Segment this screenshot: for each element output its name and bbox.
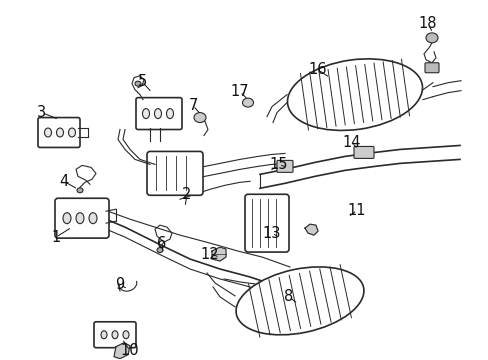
FancyBboxPatch shape xyxy=(244,194,288,252)
Ellipse shape xyxy=(89,213,97,224)
Ellipse shape xyxy=(287,59,422,130)
FancyBboxPatch shape xyxy=(147,152,203,195)
Text: 15: 15 xyxy=(269,157,287,172)
FancyBboxPatch shape xyxy=(55,198,109,238)
Text: 12: 12 xyxy=(200,247,219,262)
Ellipse shape xyxy=(101,331,107,339)
Text: 14: 14 xyxy=(342,135,361,150)
FancyBboxPatch shape xyxy=(353,147,373,158)
Ellipse shape xyxy=(154,109,161,118)
Ellipse shape xyxy=(63,213,71,224)
Text: 3: 3 xyxy=(38,105,46,120)
Ellipse shape xyxy=(135,81,141,86)
Ellipse shape xyxy=(142,109,149,118)
FancyBboxPatch shape xyxy=(276,161,292,172)
Ellipse shape xyxy=(112,331,118,339)
Text: 7: 7 xyxy=(188,98,197,113)
FancyBboxPatch shape xyxy=(136,98,182,130)
FancyBboxPatch shape xyxy=(94,322,136,348)
Ellipse shape xyxy=(425,33,437,43)
Text: 5: 5 xyxy=(137,74,146,89)
Ellipse shape xyxy=(123,331,129,339)
Text: 2: 2 xyxy=(182,187,191,202)
FancyBboxPatch shape xyxy=(38,118,80,148)
Text: 9: 9 xyxy=(115,278,124,292)
Ellipse shape xyxy=(166,109,173,118)
Polygon shape xyxy=(305,224,317,235)
Ellipse shape xyxy=(236,267,363,335)
Polygon shape xyxy=(212,247,225,261)
Ellipse shape xyxy=(76,213,84,224)
FancyBboxPatch shape xyxy=(424,63,438,73)
Ellipse shape xyxy=(44,128,51,137)
Ellipse shape xyxy=(68,128,75,137)
Text: 1: 1 xyxy=(51,230,61,244)
Ellipse shape xyxy=(77,188,83,193)
Text: 13: 13 xyxy=(262,226,281,240)
Text: 11: 11 xyxy=(347,203,366,218)
Text: 17: 17 xyxy=(230,84,249,99)
Text: 4: 4 xyxy=(59,174,68,189)
Polygon shape xyxy=(114,343,130,359)
Ellipse shape xyxy=(157,248,163,253)
Ellipse shape xyxy=(242,98,253,107)
Text: 8: 8 xyxy=(284,289,293,305)
Text: 16: 16 xyxy=(308,62,326,77)
Text: 10: 10 xyxy=(121,343,139,358)
Ellipse shape xyxy=(194,113,205,122)
Text: 6: 6 xyxy=(157,235,166,251)
Text: 18: 18 xyxy=(418,17,436,31)
Ellipse shape xyxy=(57,128,63,137)
